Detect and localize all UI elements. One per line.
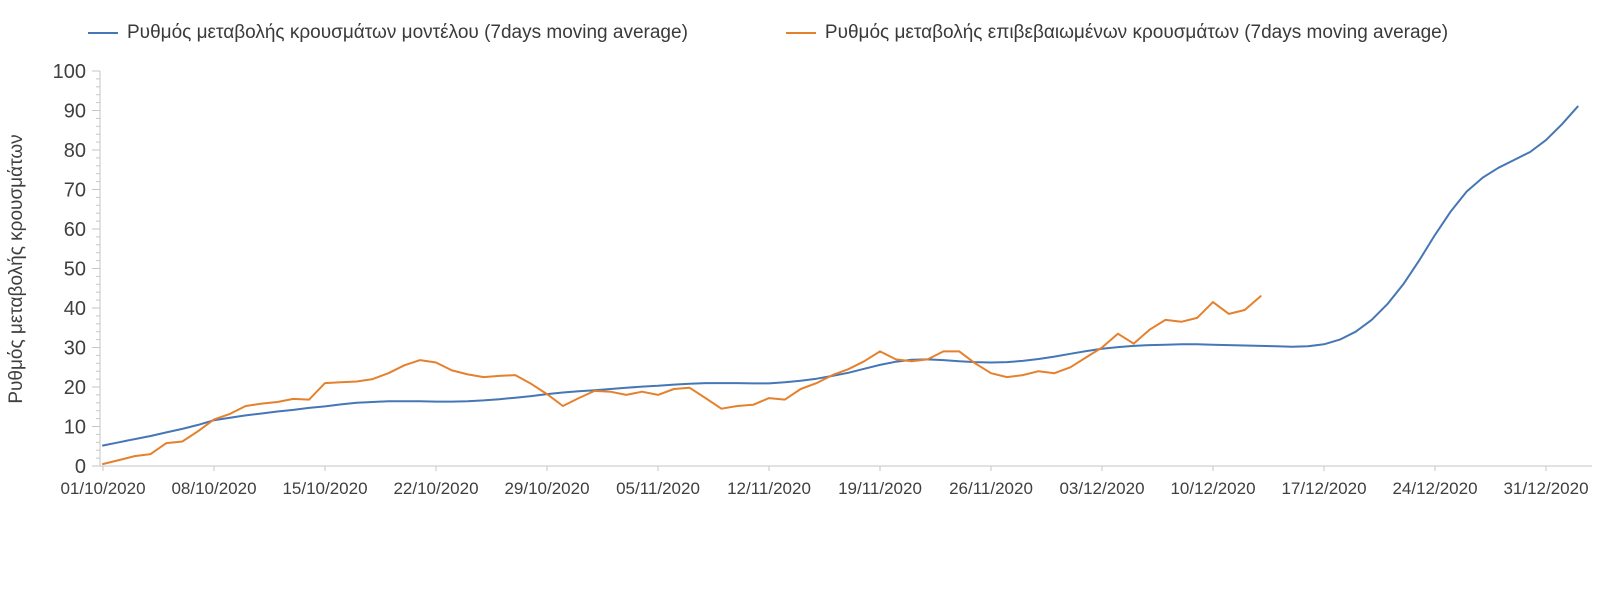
y-tick-label: 10 xyxy=(64,417,86,439)
legend-line-swatch-confirmed xyxy=(785,31,816,35)
x-tick-label: 29/10/2020 xyxy=(504,479,589,498)
x-tick-label: 22/10/2020 xyxy=(393,479,478,498)
x-tick-label: 17/12/2020 xyxy=(1281,479,1366,498)
series-line-model xyxy=(102,105,1579,447)
legend-item-confirmed-series[interactable]: Ρυθμός μεταβολής επιβεβαιωμένων κρουσμάτ… xyxy=(785,22,1449,44)
x-tick-label: 10/12/2020 xyxy=(1170,479,1255,498)
x-tick-label: 19/11/2020 xyxy=(838,479,922,498)
x-tick-label: 12/11/2020 xyxy=(727,479,811,498)
series-line-confirmed xyxy=(102,295,1262,465)
y-tick-label: 90 xyxy=(64,101,86,123)
y-tick-label: 40 xyxy=(64,298,86,320)
x-tick-label: 01/10/2020 xyxy=(60,479,145,498)
x-tick-label: 31/12/2020 xyxy=(1503,479,1588,498)
legend-line-swatch-model xyxy=(88,31,118,35)
x-tick-label: 26/11/2020 xyxy=(949,479,1033,498)
legend-label-model: Ρυθμός μεταβολής κρουσμάτων μοντέλου (7d… xyxy=(127,22,688,43)
x-tick-label: 08/10/2020 xyxy=(171,479,256,498)
x-tick-label: 03/12/2020 xyxy=(1059,479,1144,498)
y-axis-title: Ρυθμός μεταβολής κρουσμάτων xyxy=(6,134,27,403)
x-tick-label: 24/12/2020 xyxy=(1392,479,1477,498)
legend-item-model-series[interactable]: Ρυθμός μεταβολής κρουσμάτων μοντέλου (7d… xyxy=(88,22,688,44)
x-tick-label: 05/11/2020 xyxy=(616,479,700,498)
x-tick-label: 15/10/2020 xyxy=(282,479,367,498)
y-tick-label: 20 xyxy=(64,377,86,399)
y-tick-label: 60 xyxy=(64,219,86,241)
y-tick-label: 0 xyxy=(75,456,86,478)
y-tick-label: 70 xyxy=(64,180,86,202)
y-tick-label: 30 xyxy=(64,338,86,360)
y-tick-label: 80 xyxy=(64,140,86,162)
y-tick-label: 50 xyxy=(64,259,86,281)
chart-plot-area: Ρυθμός μεταβολής κρουσμάτων 0 10 20 30 40 50 6… xyxy=(6,61,1592,498)
y-tick-label: 100 xyxy=(53,61,86,83)
chart-legend: Ρυθμός μεταβολής κρουσμάτων μοντέλου (7d… xyxy=(0,0,1619,48)
legend-label-confirmed: Ρυθμός μεταβολής επιβεβαιωμένων κρουσμάτ… xyxy=(824,22,1449,43)
